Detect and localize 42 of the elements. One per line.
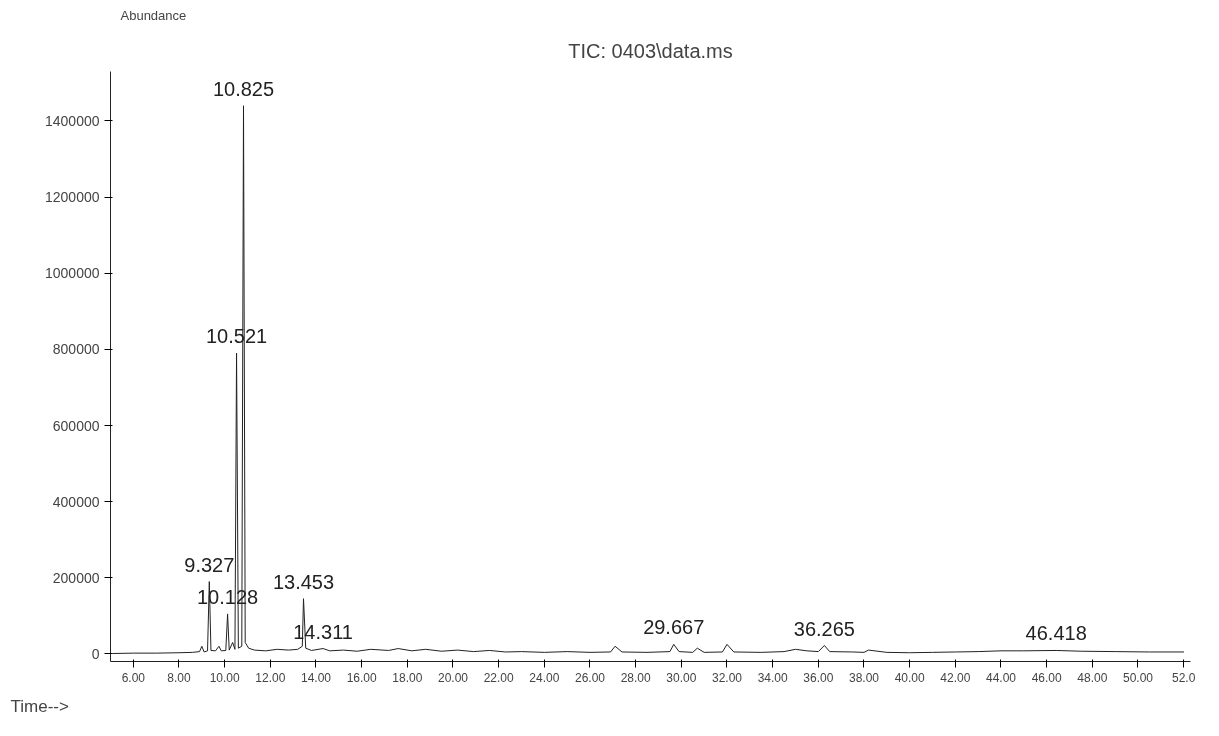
x-tick-label: 6.00 (121, 670, 146, 685)
x-tick-label: 50.00 (1122, 670, 1154, 685)
x-tick-label: 18.00 (392, 670, 423, 685)
x-tick-label: 28.00 (620, 670, 651, 685)
x-tick-label: 14.00 (300, 670, 332, 685)
x-tick-label: 42.00 (940, 670, 971, 685)
x-tick-label: 34.00 (757, 670, 788, 685)
annotation: 36.265 (793, 617, 855, 640)
annotation: 46.418 (1025, 622, 1087, 645)
annotation: 13.453 (272, 570, 335, 593)
x-tick-label: 52.0 (1171, 670, 1196, 685)
x-tick-label: 40.00 (894, 670, 925, 685)
x-tick-label: 32.00 (711, 670, 743, 685)
y-tick-label: 200000 (52, 569, 100, 586)
annotation: 9.327 (184, 553, 235, 576)
x-tick-label: 46.00 (1031, 670, 1062, 685)
y-tick-label: 1000000 (45, 265, 100, 282)
x-tick-label: 24.00 (529, 670, 560, 685)
x-tick-label: 22.00 (483, 670, 514, 685)
x-tick-label: 44.00 (985, 670, 1017, 685)
y-tick-label: 800000 (52, 341, 100, 358)
x-tick-label: 26.00 (574, 670, 606, 685)
x-tick-label: 12.00 (255, 670, 286, 685)
line-series (112, 105, 1185, 655)
x-axis-title: Time--> (10, 696, 69, 716)
x-tick-label: 16.00 (346, 670, 377, 685)
x-tick-label: 20.00 (437, 670, 469, 685)
x-tick-label: 10.00 (209, 670, 241, 685)
x-tick-label: 30.00 (666, 670, 697, 685)
annotation: 10.825 (212, 77, 275, 100)
x-tick-label: 48.00 (1077, 670, 1108, 685)
x-tick-label: 36.00 (803, 670, 834, 685)
chart-title: TIC: 0403\data.ms (568, 39, 733, 62)
annotation: 29.667 (643, 616, 705, 639)
y-tick-label: 1200000 (45, 189, 100, 206)
x-tick-label: 38.00 (848, 670, 880, 685)
y-axis-title: Abundance (120, 7, 187, 23)
y-tick-label: 1400000 (45, 112, 100, 129)
y-tick-label: 600000 (52, 417, 100, 434)
x-tick-label: 8.00 (167, 670, 191, 685)
y-tick-label: 400000 (52, 493, 100, 510)
y-tick-label: 0 (91, 645, 100, 662)
